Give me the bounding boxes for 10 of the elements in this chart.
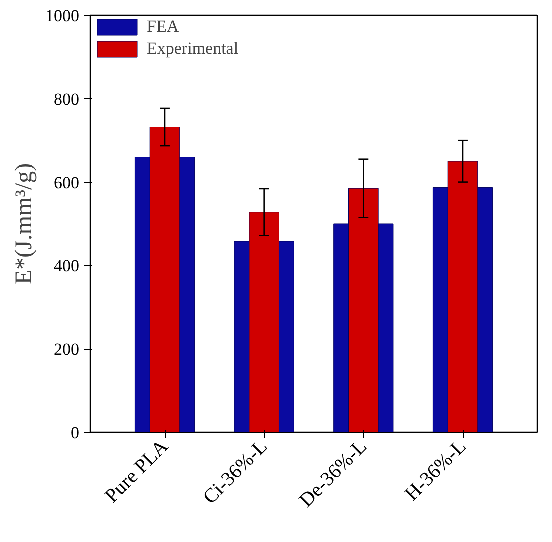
- y-tick-label: 600: [54, 173, 80, 192]
- y-tick-label: 800: [54, 90, 80, 109]
- y-axis-title: E*(J.mm³/g): [12, 163, 38, 285]
- y-tick-label: 1000: [46, 6, 80, 26]
- y-tick-label: 200: [54, 340, 80, 360]
- y-tick-label: 0: [71, 424, 80, 442]
- legend-label: Experimental: [147, 39, 239, 59]
- legend-label: FEA: [147, 17, 180, 37]
- x-tick-label: Pure PLA: [101, 435, 174, 508]
- y-tick-label: 400: [54, 256, 80, 276]
